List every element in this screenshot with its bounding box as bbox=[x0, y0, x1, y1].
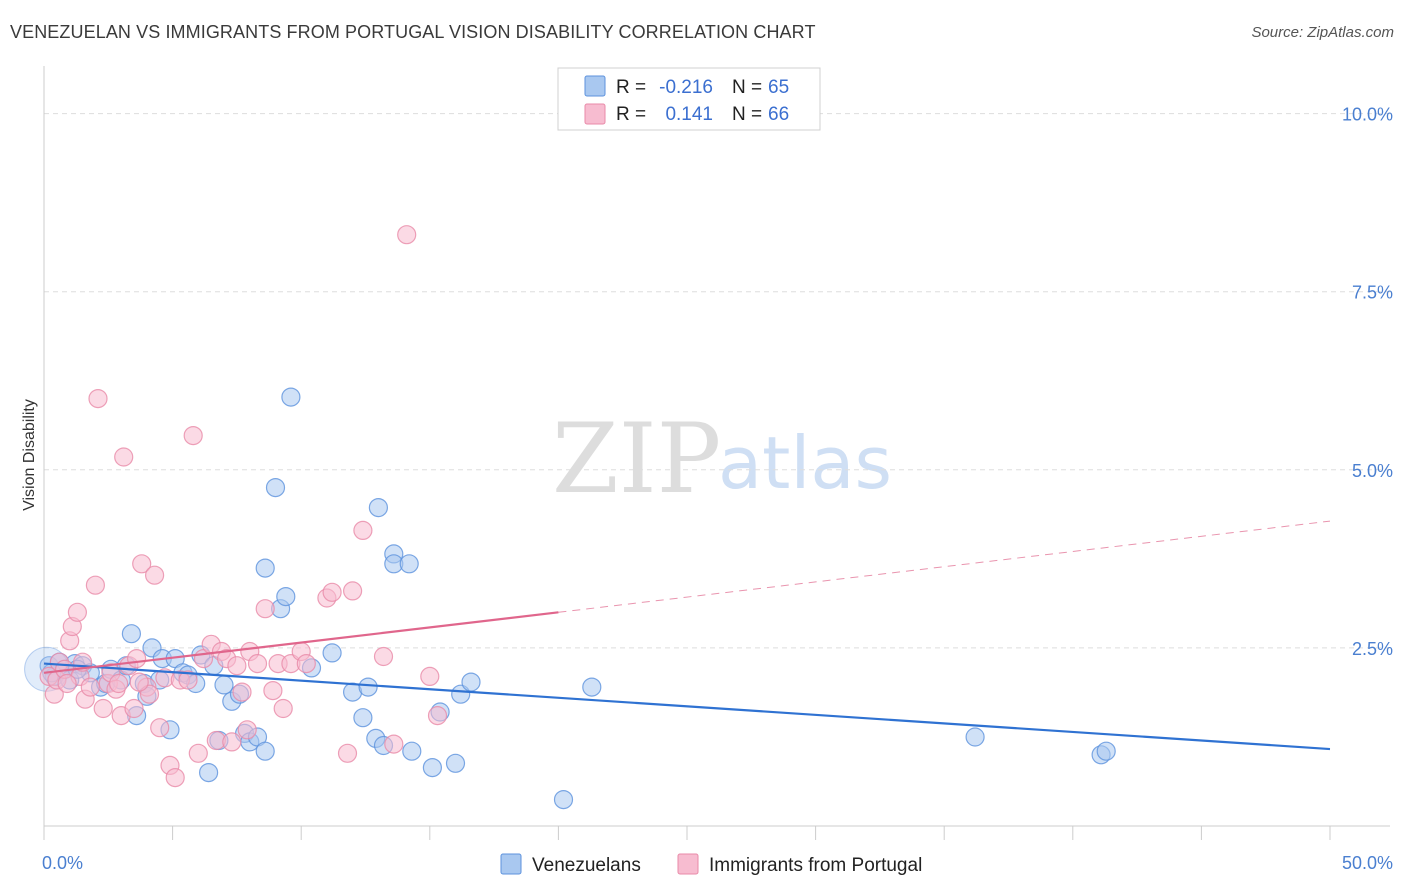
portugal-point-13 bbox=[93, 698, 113, 719]
bottom-legend-swatch-venezuelans bbox=[500, 853, 522, 875]
venezuelans-point-13 bbox=[121, 624, 141, 644]
bottom-legend-swatch-portugal bbox=[677, 853, 699, 875]
venezuelans-point-52 bbox=[399, 554, 419, 574]
y-tick-label-2: 7.5% bbox=[1352, 283, 1393, 303]
legend-r-value-venezuelans: -0.216 bbox=[659, 77, 713, 98]
chart-title: VENEZUELAN VS IMMIGRANTS FROM PORTUGAL V… bbox=[10, 22, 816, 42]
legend-swatch-venezuelans bbox=[584, 75, 606, 97]
portugal-point-42 bbox=[237, 720, 257, 740]
y-tick-label-3: 10.0% bbox=[1342, 105, 1393, 125]
portugal-point-62 bbox=[129, 672, 149, 692]
portugal-point-12 bbox=[88, 389, 108, 409]
axes bbox=[43, 66, 1390, 840]
venezuelans-point-50 bbox=[368, 498, 388, 518]
portugal-point-40 bbox=[227, 656, 247, 676]
legend-n-label-portugal: N = bbox=[732, 104, 762, 125]
legend-n-label-venezuelans: N = bbox=[732, 77, 762, 98]
venezuelans-point-37 bbox=[255, 558, 275, 578]
legend-r-value-portugal: 0.141 bbox=[665, 104, 713, 125]
source-label: Source: ZipAtlas.com bbox=[1251, 24, 1394, 41]
venezuelans-point-58 bbox=[553, 789, 574, 810]
x-tick-label-1: 50.0% bbox=[1342, 853, 1393, 873]
portugal-point-26 bbox=[150, 718, 170, 738]
portugal-point-60 bbox=[427, 705, 448, 726]
portugal-point-65 bbox=[57, 673, 77, 694]
portugal-point-56 bbox=[353, 520, 373, 541]
portugal-point-48 bbox=[273, 698, 293, 719]
portugal-point-21 bbox=[127, 648, 147, 669]
portugal-point-51 bbox=[296, 653, 316, 674]
watermark: ZIP atlas bbox=[552, 403, 892, 515]
venezuelans-point-26 bbox=[199, 762, 219, 783]
trendlines bbox=[43, 520, 1331, 751]
legend-r-label-venezuelans: R = bbox=[616, 77, 646, 98]
portugal-point-22 bbox=[132, 554, 152, 574]
portugal-point-41 bbox=[232, 682, 252, 702]
axis-ticks: 2.5% 5.0% 7.5% 10.0% 0.0% 50.0% bbox=[42, 105, 1393, 873]
venezuelans-point-44 bbox=[358, 677, 378, 697]
portugal-point-55 bbox=[343, 581, 363, 601]
portugal-point-45 bbox=[255, 599, 275, 619]
watermark-atlas: atlas bbox=[718, 421, 892, 505]
trendline-venezuelans bbox=[43, 662, 1331, 751]
portugal-point-20 bbox=[124, 698, 144, 719]
portugal-point-54 bbox=[337, 743, 358, 763]
trendline-portugal-extension bbox=[558, 520, 1331, 613]
portugal-point-29 bbox=[165, 767, 185, 788]
portugal-point-32 bbox=[183, 426, 203, 446]
portugal-point-7 bbox=[67, 602, 88, 622]
portugal-point-61 bbox=[420, 666, 440, 687]
correlation-legend: R = -0.216 N = 65 R = 0.141 N = 66 bbox=[557, 67, 821, 131]
venezuelans-point-29 bbox=[214, 675, 234, 695]
portugal-point-39 bbox=[222, 732, 242, 752]
venezuelans-point-45 bbox=[353, 708, 373, 728]
venezuelans-point-60 bbox=[965, 727, 985, 747]
legend-r-label-portugal: R = bbox=[616, 104, 646, 125]
portugal-point-18 bbox=[114, 447, 134, 467]
portugal-point-11 bbox=[85, 575, 106, 595]
series-legend: Venezuelans Immigrants from Portugal bbox=[500, 853, 922, 876]
portugal-point-25 bbox=[145, 565, 165, 585]
portugal-point-31 bbox=[178, 670, 198, 690]
trendline-portugal bbox=[43, 611, 559, 674]
portugal-point-46 bbox=[263, 680, 283, 701]
legend-n-value-portugal: 66 bbox=[768, 104, 789, 125]
venezuelans-point-49 bbox=[402, 741, 422, 761]
venezuelans-point-55 bbox=[461, 672, 481, 692]
portugal-point-57 bbox=[373, 646, 394, 667]
portugal-point-63 bbox=[108, 673, 129, 694]
venezuelans-point-40 bbox=[281, 387, 301, 407]
portugal-point-33 bbox=[188, 743, 208, 763]
venezuelans-point-62 bbox=[1096, 741, 1116, 761]
venezuelans-point-35 bbox=[255, 741, 275, 761]
legend-swatch-portugal bbox=[584, 103, 606, 125]
series-immigrants-from-portugal bbox=[39, 225, 448, 788]
gridlines bbox=[44, 113, 1390, 649]
venezuelans-point-57 bbox=[422, 757, 442, 778]
venezuelans-point-38 bbox=[265, 478, 286, 498]
y-tick-label-0: 2.5% bbox=[1352, 639, 1393, 659]
venezuelans-point-59 bbox=[582, 677, 602, 697]
venezuelans-point-39 bbox=[276, 586, 296, 607]
venezuelans-point-42 bbox=[322, 643, 342, 663]
y-tick-label-1: 5.0% bbox=[1352, 461, 1393, 481]
portugal-point-53 bbox=[322, 582, 342, 602]
portugal-point-10 bbox=[80, 677, 100, 697]
y-axis-label: Vision Disability bbox=[21, 399, 38, 511]
portugal-point-44 bbox=[247, 653, 268, 674]
bottom-legend-label-venezuelans: Venezuelans bbox=[532, 855, 641, 876]
bottom-legend-label-portugal: Immigrants from Portugal bbox=[709, 855, 922, 876]
portugal-point-58 bbox=[384, 734, 404, 754]
venezuelans-point-56 bbox=[445, 753, 466, 773]
portugal-point-59 bbox=[397, 225, 417, 245]
x-tick-label-0: 0.0% bbox=[42, 853, 83, 873]
watermark-zip: ZIP bbox=[552, 403, 721, 515]
legend-n-value-venezuelans: 65 bbox=[768, 77, 789, 98]
